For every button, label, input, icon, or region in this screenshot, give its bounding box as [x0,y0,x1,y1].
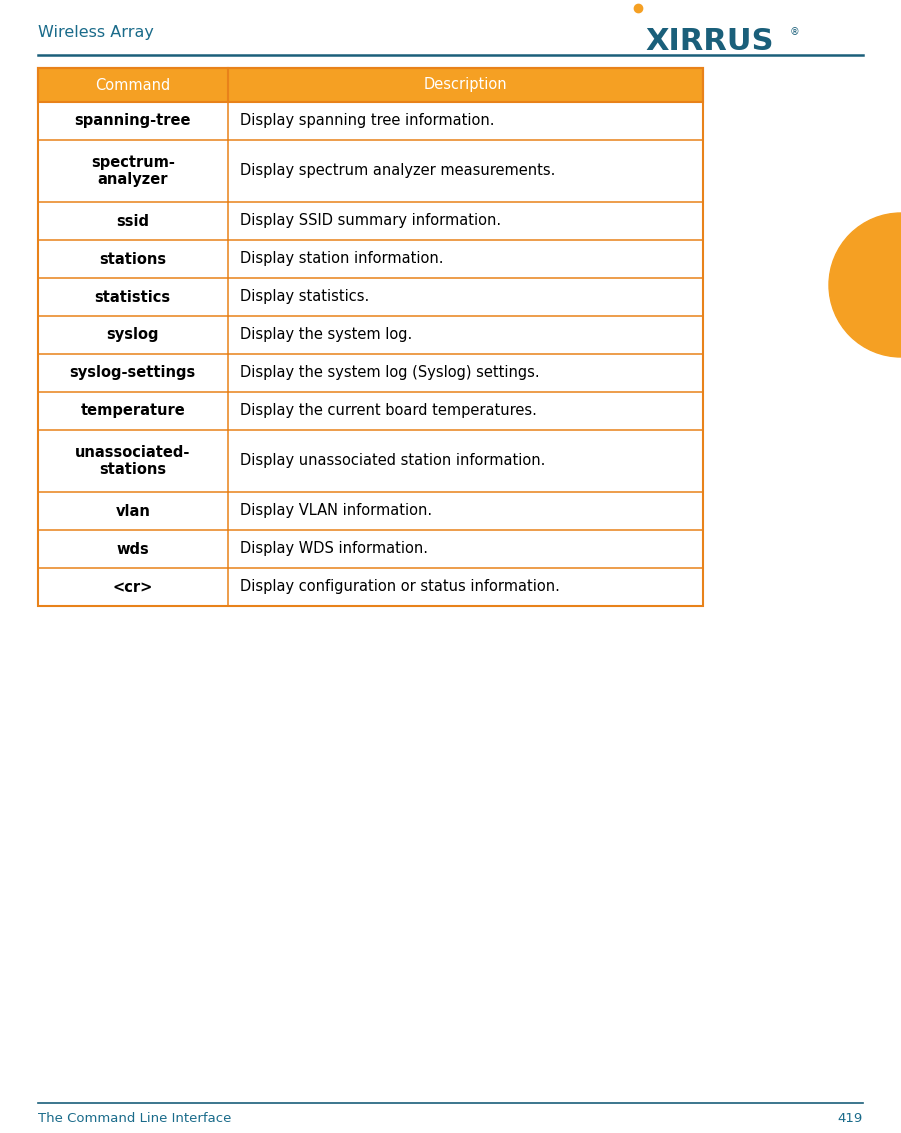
Text: wds: wds [116,542,150,556]
FancyBboxPatch shape [38,568,703,606]
Text: unassociated-
stations: unassociated- stations [75,445,190,477]
Text: Display spanning tree information.: Display spanning tree information. [240,113,494,128]
Text: spectrum-
analyzer: spectrum- analyzer [91,155,175,187]
Text: Display VLAN information.: Display VLAN information. [240,503,432,519]
Text: syslog: syslog [106,327,159,342]
Text: ®: ® [790,27,800,37]
Text: Command: Command [96,77,170,93]
FancyBboxPatch shape [38,392,703,431]
Text: temperature: temperature [80,403,185,418]
Text: Description: Description [423,77,507,93]
Text: Display SSID summary information.: Display SSID summary information. [240,213,501,229]
FancyBboxPatch shape [38,492,703,530]
FancyBboxPatch shape [38,68,703,102]
Circle shape [829,213,901,357]
Text: Display statistics.: Display statistics. [240,290,369,305]
Text: statistics: statistics [95,290,171,305]
Text: <cr>: <cr> [113,579,153,595]
Text: Display unassociated station information.: Display unassociated station information… [240,453,545,469]
Text: Display configuration or status information.: Display configuration or status informat… [240,579,560,595]
Text: Display the system log (Syslog) settings.: Display the system log (Syslog) settings… [240,366,539,381]
FancyBboxPatch shape [38,530,703,568]
FancyBboxPatch shape [38,102,703,140]
FancyBboxPatch shape [38,240,703,278]
Text: XIRRUS: XIRRUS [646,27,774,57]
Text: Wireless Array: Wireless Array [38,25,154,40]
Text: 419: 419 [838,1111,863,1124]
FancyBboxPatch shape [38,431,703,492]
Text: vlan: vlan [115,503,150,519]
FancyBboxPatch shape [38,202,703,240]
Text: Display station information.: Display station information. [240,252,443,266]
FancyBboxPatch shape [38,353,703,392]
Text: syslog-settings: syslog-settings [69,366,196,381]
Text: Display WDS information.: Display WDS information. [240,542,428,556]
FancyBboxPatch shape [38,316,703,353]
FancyBboxPatch shape [38,278,703,316]
Text: The Command Line Interface: The Command Line Interface [38,1111,232,1124]
Text: Display the system log.: Display the system log. [240,327,412,342]
Text: Display the current board temperatures.: Display the current board temperatures. [240,403,536,418]
Text: ssid: ssid [116,213,150,229]
Text: stations: stations [99,252,167,266]
FancyBboxPatch shape [38,140,703,202]
Text: spanning-tree: spanning-tree [75,113,191,128]
Text: Display spectrum analyzer measurements.: Display spectrum analyzer measurements. [240,163,555,179]
